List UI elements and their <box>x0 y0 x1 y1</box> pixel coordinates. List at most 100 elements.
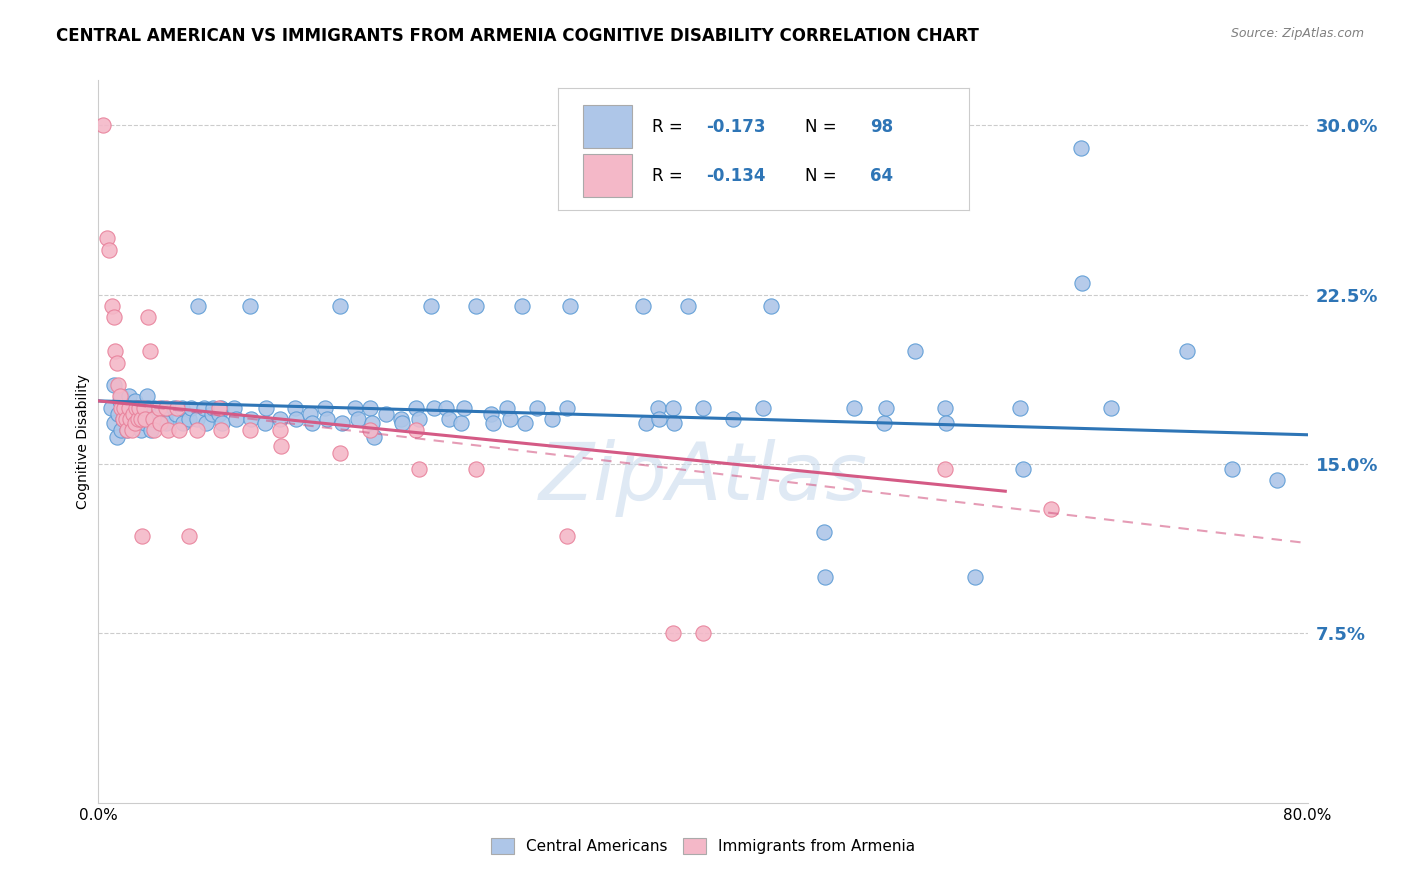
Point <box>149 417 172 431</box>
Point <box>647 401 669 415</box>
Point <box>344 401 367 415</box>
Point <box>904 344 927 359</box>
Point <box>108 389 131 403</box>
Point <box>172 417 194 431</box>
Point <box>180 401 202 415</box>
Point <box>723 412 745 426</box>
Point <box>166 401 188 415</box>
Point <box>329 299 352 313</box>
Point <box>661 401 683 415</box>
Point <box>285 412 308 426</box>
Point <box>110 401 132 415</box>
Point <box>114 412 136 426</box>
Point <box>374 408 396 422</box>
Point <box>752 401 775 415</box>
Point <box>155 417 177 431</box>
Point <box>1039 502 1062 516</box>
Point <box>314 401 336 415</box>
Point <box>360 423 382 437</box>
Point <box>269 412 291 426</box>
Point <box>211 417 233 431</box>
Point <box>110 389 132 403</box>
Point <box>1012 461 1035 475</box>
Point <box>482 417 505 431</box>
Point <box>240 412 263 426</box>
Point <box>481 408 503 422</box>
Point <box>153 412 176 426</box>
Point <box>347 412 370 426</box>
Point <box>648 412 671 426</box>
Point <box>132 408 155 422</box>
Point <box>209 401 232 415</box>
Point <box>301 417 323 431</box>
Point <box>122 408 145 422</box>
Point <box>142 412 165 426</box>
Point <box>330 417 353 431</box>
Point <box>208 401 231 415</box>
Point <box>363 430 385 444</box>
Point <box>163 401 186 415</box>
Point <box>103 310 125 325</box>
Point <box>149 417 172 431</box>
Point <box>813 524 835 539</box>
Point <box>315 412 337 426</box>
Point <box>107 408 129 422</box>
Point <box>935 417 957 431</box>
Point <box>139 344 162 359</box>
Point <box>814 570 837 584</box>
Point <box>139 412 162 426</box>
Y-axis label: Cognitive Disability: Cognitive Disability <box>76 374 90 509</box>
Point <box>187 299 209 313</box>
Point <box>155 401 177 415</box>
Point <box>128 408 150 422</box>
Point <box>510 299 533 313</box>
Point <box>124 417 146 431</box>
Point <box>202 401 225 415</box>
Point <box>107 378 129 392</box>
Point <box>1071 277 1094 291</box>
Point <box>134 412 156 426</box>
Text: ZipAtlas: ZipAtlas <box>538 439 868 516</box>
Point <box>131 529 153 543</box>
Point <box>114 401 136 415</box>
Point <box>465 299 488 313</box>
Point <box>120 412 142 426</box>
Point <box>91 119 114 133</box>
Point <box>127 412 149 426</box>
Point <box>965 570 987 584</box>
Point <box>934 461 956 475</box>
Point <box>1099 401 1122 415</box>
Point <box>142 412 165 426</box>
Point <box>1010 401 1032 415</box>
Point <box>405 401 427 415</box>
Point <box>299 408 322 422</box>
Point <box>124 393 146 408</box>
Point <box>631 299 654 313</box>
Point <box>136 310 159 325</box>
Point <box>526 401 548 415</box>
Point <box>104 344 127 359</box>
Point <box>692 626 714 640</box>
Point <box>179 412 201 426</box>
Point <box>676 299 699 313</box>
Point <box>156 423 179 437</box>
Point <box>664 417 686 431</box>
Point <box>108 393 131 408</box>
Point <box>555 529 578 543</box>
Point <box>143 423 166 437</box>
Point <box>284 401 307 415</box>
Point <box>513 417 536 431</box>
Point <box>186 423 208 437</box>
Point <box>434 401 457 415</box>
Point <box>125 417 148 431</box>
Point <box>423 401 446 415</box>
Point <box>239 423 262 437</box>
Point <box>103 378 125 392</box>
Point <box>148 408 170 422</box>
Legend: Central Americans, Immigrants from Armenia: Central Americans, Immigrants from Armen… <box>485 832 921 860</box>
Point <box>437 412 460 426</box>
Point <box>270 439 292 453</box>
Point <box>100 401 122 415</box>
Point <box>101 299 124 313</box>
Point <box>167 423 190 437</box>
